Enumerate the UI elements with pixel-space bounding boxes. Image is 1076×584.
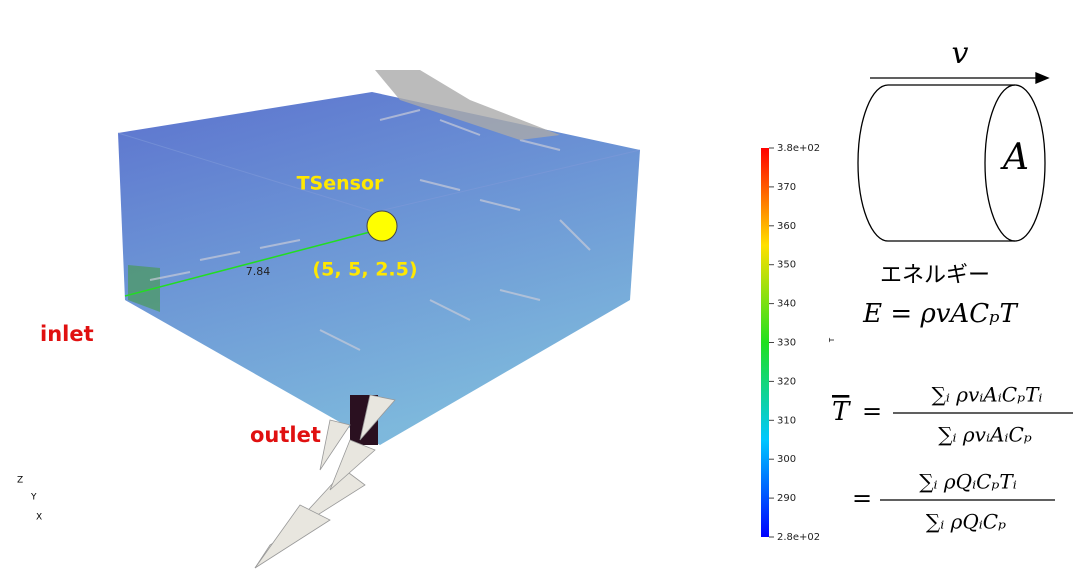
flow-box [117,70,641,569]
colorbar-tick-label: 3.8e+02 [777,143,820,154]
cylinder [857,72,1050,242]
area: A [1000,137,1029,178]
outlet-label: outlet [250,423,321,447]
axis-z: Z [17,476,23,486]
axis-y: Y [30,493,37,503]
colorbar-tick-label: 330 [777,338,796,349]
colorbar-title: T [828,337,836,343]
numerator: ∑ᵢ ρQᵢCₚTᵢ [919,470,1017,494]
colorbar [761,148,769,537]
colorbar-tick-label: 340 [777,299,796,310]
denominator: ∑ᵢ ρvᵢAᵢCₚ [938,423,1032,447]
colorbar-tick-label: 370 [777,182,796,193]
colorbar-tick-label: 360 [777,221,796,232]
colorbar-tick-label: 290 [777,493,796,504]
energy-formula: E = ρvACₚT [862,299,1018,329]
colorbar-ticks: 3.8e+02 370 360 350 340 330 320 310 300 290 2.8e+0… [769,143,820,543]
numerator: ∑ᵢ ρvᵢAᵢCₚTᵢ [932,383,1043,407]
velocity: v [952,36,969,71]
equals: = [852,485,872,513]
mean-symbol: T [832,397,851,427]
colorbar-tick-label: 2.8e+02 [777,532,820,543]
colorbar-tick-label: 350 [777,260,796,271]
sensor-coords: (5, 5, 2.5) [312,259,417,281]
denominator: ∑ᵢ ρQᵢCₚ [926,510,1006,534]
colorbar-tick-label: 310 [777,415,796,426]
colorbar-tick-label: 320 [777,376,796,387]
energy-label: エネルギー [880,263,990,288]
axis-x: X [36,513,42,523]
inlet-label: inlet [40,322,94,346]
line-value: 7.84 [246,265,271,278]
equals: = [862,398,882,426]
sensor-label: TSensor [297,173,384,195]
colorbar-tick-label: 300 [777,454,796,465]
